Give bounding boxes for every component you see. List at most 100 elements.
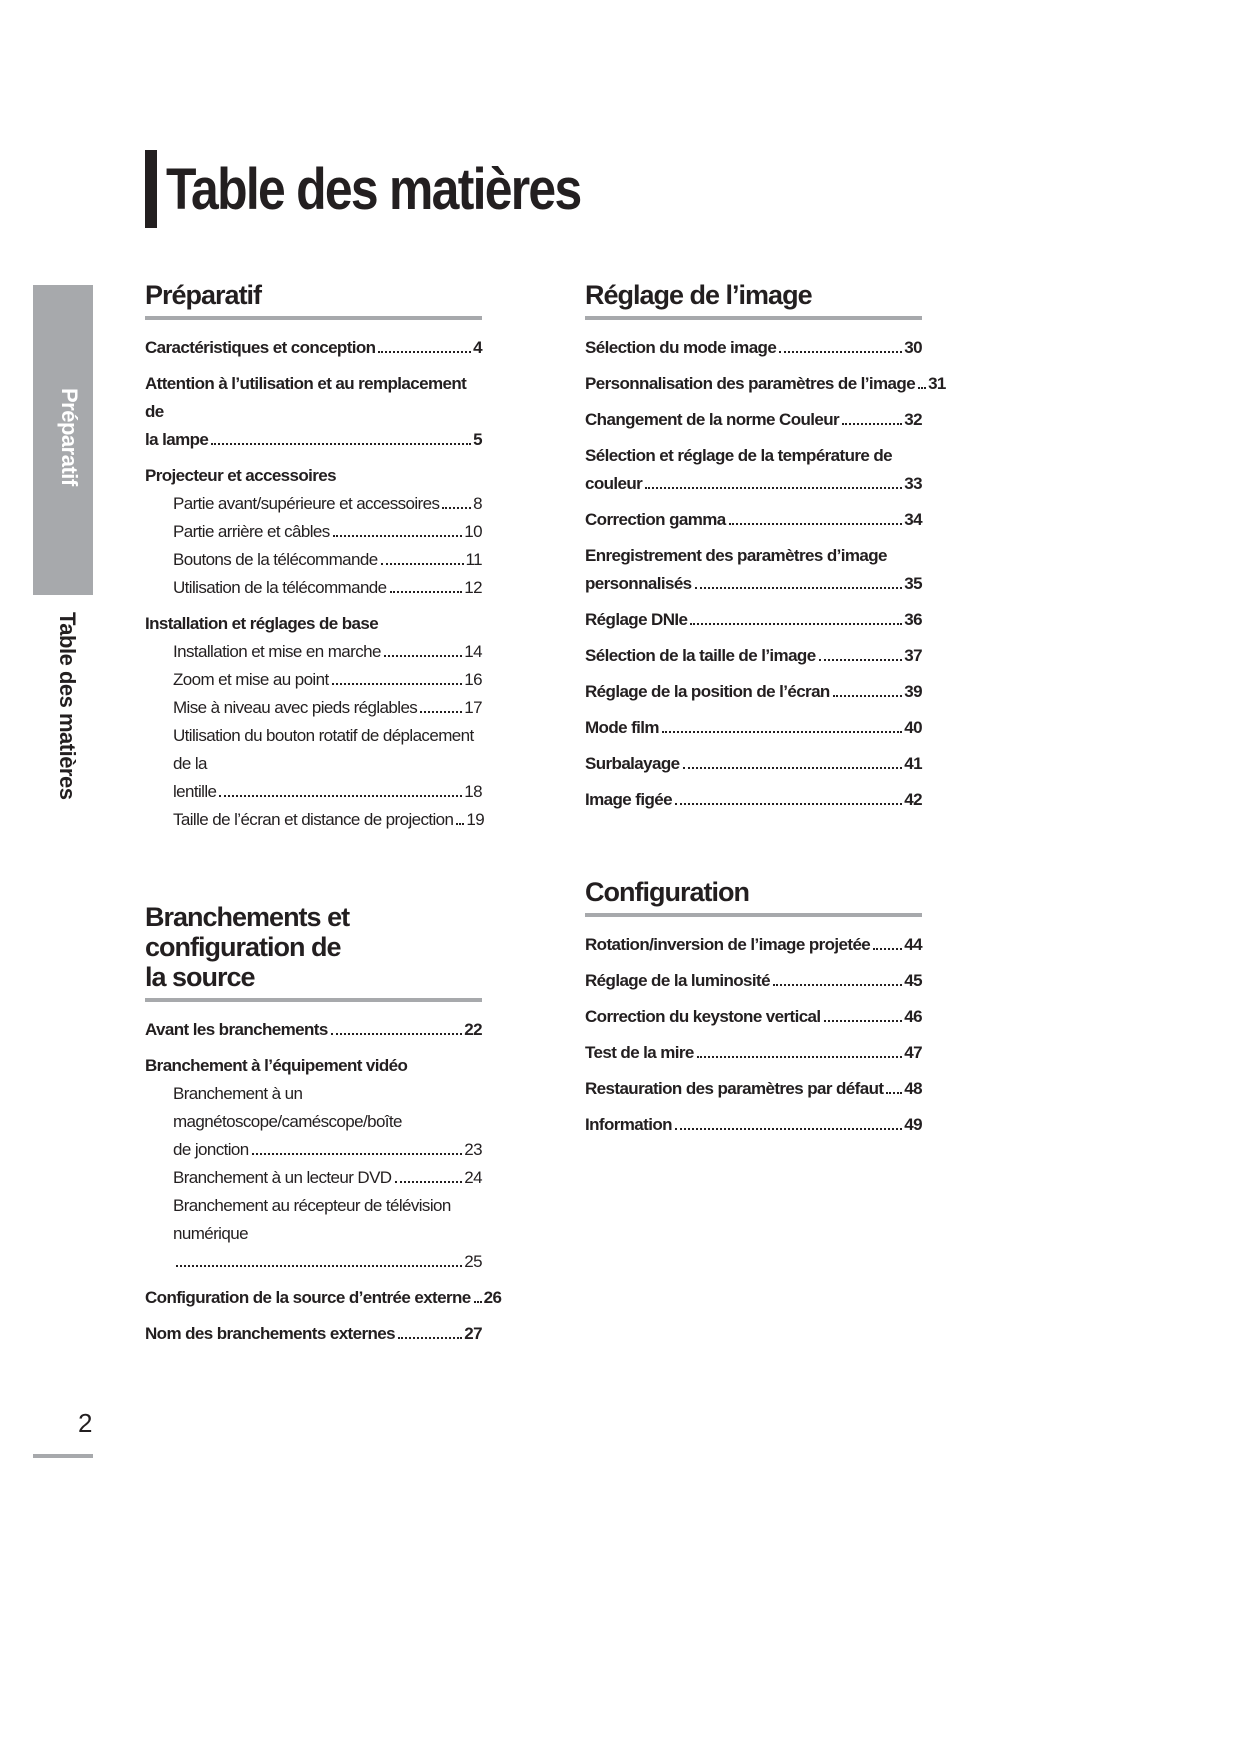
toc-entry[interactable]: Test de la mire 47 — [585, 1039, 923, 1067]
dot-leader — [331, 683, 463, 685]
toc-entry[interactable]: Caractéristiques et conception 4 — [145, 334, 483, 362]
section-heading: Branchements et configuration de la sourc… — [145, 902, 482, 1002]
entry-page: 45 — [904, 971, 922, 990]
entry-page: 42 — [904, 790, 922, 809]
entry-label: Restauration des paramètres par défaut — [585, 1079, 884, 1098]
toc-subentry[interactable]: Utilisation de la télécommande 12 — [145, 574, 483, 602]
toc-entry[interactable]: Rotation/inversion de l’image projetée 44 — [585, 931, 923, 959]
entry-page: 39 — [904, 682, 922, 701]
entry-label: Surbalayage — [585, 754, 680, 773]
toc-subentry[interactable]: Zoom et mise au point 16 — [145, 666, 483, 694]
dot-leader — [918, 387, 927, 389]
toc-entry[interactable]: Sélection du mode image 30 — [585, 334, 923, 362]
toc-entry[interactable]: Avant les branchements 22 — [145, 1016, 483, 1044]
entry-page: 34 — [904, 510, 922, 529]
entry-page: 33 — [904, 474, 922, 493]
toc-subentry[interactable]: Branchement à un lecteur DVD 24 — [145, 1164, 483, 1192]
dot-leader — [682, 767, 903, 769]
toc-entry[interactable]: Changement de la norme Couleur 32 — [585, 406, 923, 434]
entry-label: Boutons de la télécommande — [173, 550, 378, 569]
dot-leader — [832, 695, 903, 697]
dot-leader — [389, 591, 463, 593]
entry-page: 44 — [904, 935, 922, 954]
dot-leader — [332, 535, 463, 537]
dot-leader — [842, 423, 903, 425]
dot-leader — [886, 1092, 903, 1094]
toc-entry[interactable]: Réglage de la luminosité 45 — [585, 967, 923, 995]
toc-entry[interactable]: Image figée 42 — [585, 786, 923, 814]
entry-page: 27 — [464, 1324, 482, 1343]
toc-entry[interactable]: Correction gamma 34 — [585, 506, 923, 534]
toc-subentry[interactable]: lentille 18 — [145, 778, 483, 806]
page-title: Table des matières — [166, 157, 582, 222]
toc-entry[interactable]: Sélection de la taille de l’image 37 — [585, 642, 923, 670]
dot-leader — [473, 1301, 482, 1303]
entry-page: 17 — [464, 698, 482, 717]
toc-entry[interactable]: Mode film 40 — [585, 714, 923, 742]
toc-subentry[interactable]: Partie avant/supérieure et accessoires 8 — [145, 490, 483, 518]
toc-subentry[interactable]: Installation et mise en marche 14 — [145, 638, 483, 666]
entry-label: Mise à niveau avec pieds réglables — [173, 698, 418, 717]
toc-subentry[interactable]: Taille de l’écran et distance de project… — [145, 806, 485, 834]
group-heading: Installation et réglages de base — [145, 614, 379, 633]
entry-page: 8 — [473, 494, 482, 513]
toc-subentry[interactable]: 25 — [145, 1248, 483, 1276]
toc-entry[interactable]: Personnalisation des paramètres de l’ima… — [585, 370, 946, 398]
entry-label-line: Utilisation du bouton rotatif de déplace… — [173, 726, 474, 773]
dot-leader — [442, 507, 472, 509]
dot-leader — [674, 1128, 903, 1130]
entry-label: Branchement à un lecteur DVD — [173, 1168, 392, 1187]
section-heading: Configuration — [585, 877, 922, 917]
entry-label: de jonction — [173, 1140, 249, 1159]
toc-entry[interactable]: Nom des branchements externes 27 — [145, 1320, 483, 1348]
entry-label: Personnalisation des paramètres de l’ima… — [585, 374, 916, 393]
heading-line: la source — [145, 962, 256, 992]
entry-label: Correction du keystone vertical — [585, 1007, 821, 1026]
entry-label: la lampe — [145, 430, 209, 449]
entry-page: 48 — [904, 1079, 922, 1098]
section-configuration: Configuration Rotation/inversion de l’im… — [585, 877, 923, 1139]
dot-leader — [690, 623, 903, 625]
toc-entry[interactable]: Configuration de la source d’entrée exte… — [145, 1284, 502, 1312]
toc-entry[interactable]: personnalisés 35 — [585, 570, 923, 598]
toc-subentry[interactable]: Boutons de la télécommande 11 — [145, 546, 483, 574]
entry-page: 40 — [904, 718, 922, 737]
entry-page: 49 — [904, 1115, 922, 1134]
dot-leader — [779, 351, 903, 353]
entry-label: Partie arrière et câbles — [173, 522, 330, 541]
toc-subentry[interactable]: Mise à niveau avec pieds réglables 17 — [145, 694, 483, 722]
entry-label: Sélection du mode image — [585, 338, 777, 357]
toc-entry[interactable]: Réglage de la position de l’écran 39 — [585, 678, 923, 706]
entry-label: Avant les branchements — [145, 1020, 328, 1039]
dot-leader — [383, 655, 463, 657]
section-branchements: Branchements et configuration de la sourc… — [145, 902, 502, 1348]
toc-subentry[interactable]: Partie arrière et câbles 10 — [145, 518, 483, 546]
dot-leader — [378, 351, 472, 353]
dot-leader — [818, 659, 903, 661]
toc-entry[interactable]: Surbalayage 41 — [585, 750, 923, 778]
toc-entry[interactable]: la lampe 5 — [145, 426, 483, 454]
entry-label: Taille de l’écran et distance de project… — [173, 810, 454, 829]
dot-leader — [661, 731, 903, 733]
dot-leader — [823, 1020, 903, 1022]
entry-label: Changement de la norme Couleur — [585, 410, 840, 429]
toc-entry[interactable]: Information 49 — [585, 1111, 923, 1139]
toc-subentry[interactable]: de jonction 23 — [145, 1136, 483, 1164]
toc-entry[interactable]: Restauration des paramètres par défaut 48 — [585, 1075, 923, 1103]
entry-label: Mode film — [585, 718, 660, 737]
toc-entry[interactable]: Correction du keystone vertical 46 — [585, 1003, 923, 1031]
entry-label: Test de la mire — [585, 1043, 694, 1062]
entry-label: Configuration de la source d’entrée exte… — [145, 1288, 471, 1307]
toc-entry[interactable]: Réglage DNIe 36 — [585, 606, 923, 634]
entry-label-line: Branchement à un magnétoscope/caméscope/… — [173, 1084, 403, 1131]
toc-entry[interactable]: couleur 33 — [585, 470, 923, 498]
page-number: 2 — [78, 1408, 93, 1438]
entry-page: 31 — [928, 374, 946, 393]
entry-page: 37 — [904, 646, 922, 665]
dot-leader — [420, 711, 463, 713]
entry-label: Réglage DNIe — [585, 610, 688, 629]
entry-label: Caractéristiques et conception — [145, 338, 376, 357]
entry-label: Partie avant/supérieure et accessoires — [173, 494, 440, 513]
dot-leader — [873, 948, 903, 950]
dot-leader — [696, 1056, 903, 1058]
